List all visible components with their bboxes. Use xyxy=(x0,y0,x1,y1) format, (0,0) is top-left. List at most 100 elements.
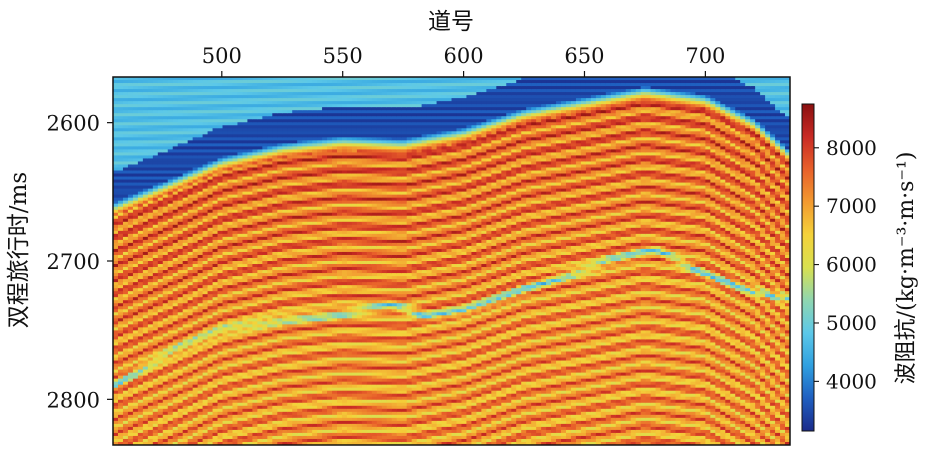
heatmap-cell xyxy=(232,321,239,325)
heatmap-cell xyxy=(257,303,263,307)
heatmap-cell xyxy=(292,375,298,380)
heatmap-cell xyxy=(202,375,209,380)
heatmap-cell xyxy=(272,122,278,126)
heatmap-cell xyxy=(312,122,318,126)
heatmap-cell xyxy=(207,194,214,199)
heatmap-cell xyxy=(182,333,189,338)
heatmap-cell xyxy=(217,432,224,437)
heatmap-cell xyxy=(287,122,293,126)
heatmap-cell xyxy=(272,288,278,292)
heatmap-cell xyxy=(177,257,184,262)
heatmap-cell xyxy=(242,384,249,389)
heatmap-cell xyxy=(277,191,283,196)
heatmap-cell xyxy=(217,390,224,395)
heatmap-cell xyxy=(117,242,124,247)
heatmap-cell xyxy=(142,242,149,247)
heatmap-cell xyxy=(242,330,249,334)
heatmap-cell xyxy=(182,140,189,144)
heatmap-cell xyxy=(172,155,179,160)
heatmap-cell xyxy=(192,438,199,443)
heatmap-cell xyxy=(147,194,154,199)
heatmap-cell xyxy=(157,245,164,250)
heatmap-cell xyxy=(247,215,253,220)
heatmap-cell xyxy=(227,110,234,114)
heatmap-cell xyxy=(162,131,169,135)
heatmap-cell xyxy=(232,197,239,202)
heatmap-cell xyxy=(212,276,219,280)
heatmap-cell xyxy=(117,285,124,289)
heatmap-cell xyxy=(127,212,134,217)
heatmap-cell xyxy=(113,351,119,356)
heatmap-cell xyxy=(147,321,154,325)
heatmap-cell xyxy=(242,167,249,172)
heatmap-cell xyxy=(162,77,169,81)
heatmap-cell xyxy=(157,215,164,220)
heatmap-cell xyxy=(192,369,199,374)
heatmap-cell xyxy=(237,432,244,437)
heatmap-cell xyxy=(242,182,249,187)
heatmap-cell xyxy=(302,324,308,328)
heatmap-cell xyxy=(162,354,169,359)
heatmap-cell xyxy=(212,131,219,135)
heatmap-cell xyxy=(207,83,214,87)
heatmap-cell xyxy=(242,239,249,244)
heatmap-cell xyxy=(257,233,263,238)
heatmap-cell xyxy=(202,390,209,395)
heatmap-cell xyxy=(117,173,124,178)
heatmap-cell xyxy=(252,345,258,350)
heatmap-cell xyxy=(307,402,313,407)
heatmap-cell xyxy=(242,312,249,316)
heatmap-cell xyxy=(177,215,184,220)
heatmap-cell xyxy=(252,104,258,108)
heatmap-cell xyxy=(272,98,278,102)
heatmap-cell xyxy=(217,285,224,289)
heatmap-cell xyxy=(117,330,124,334)
heatmap-cell xyxy=(132,387,139,392)
heatmap-cell xyxy=(252,191,258,196)
heatmap-cell xyxy=(157,119,164,123)
heatmap-cell xyxy=(132,396,139,401)
heatmap-cell xyxy=(287,254,293,259)
heatmap-cell xyxy=(307,164,313,169)
heatmap-cell xyxy=(113,167,119,172)
heatmap-cell xyxy=(287,426,293,431)
heatmap-cell xyxy=(222,191,229,196)
heatmap-cell xyxy=(272,408,278,413)
heatmap-cell xyxy=(157,369,164,374)
heatmap-cell xyxy=(127,209,134,214)
heatmap-cell xyxy=(272,411,278,416)
heatmap-cell xyxy=(312,158,318,163)
heatmap-cell xyxy=(232,179,239,184)
heatmap-cell xyxy=(222,125,229,129)
heatmap-cell xyxy=(162,387,169,392)
heatmap-cell xyxy=(292,221,298,226)
heatmap-cell xyxy=(137,137,144,141)
heatmap-cell xyxy=(117,164,124,169)
heatmap-cell xyxy=(152,417,159,422)
heatmap-cell xyxy=(277,351,283,356)
heatmap-cell xyxy=(292,429,298,434)
heatmap-cell xyxy=(227,303,234,307)
heatmap-cell xyxy=(117,254,124,259)
heatmap-cell xyxy=(142,369,149,374)
heatmap-cell xyxy=(113,264,119,268)
heatmap-cell xyxy=(157,348,164,353)
heatmap-cell xyxy=(292,333,298,338)
heatmap-cell xyxy=(177,170,184,175)
heatmap-cell xyxy=(257,315,263,319)
heatmap-cell xyxy=(217,279,224,283)
heatmap-cell xyxy=(137,143,144,147)
heatmap-cell xyxy=(187,146,194,150)
heatmap-cell xyxy=(122,176,129,181)
heatmap-cell xyxy=(307,203,313,208)
heatmap-cell xyxy=(307,128,313,132)
heatmap-cell xyxy=(212,291,219,295)
heatmap-cell xyxy=(147,390,154,395)
heatmap-cell xyxy=(152,80,159,84)
heatmap-cell xyxy=(262,110,268,114)
heatmap-cell xyxy=(237,270,244,274)
heatmap-cell xyxy=(132,273,139,277)
heatmap-cell xyxy=(113,402,119,407)
heatmap-cell xyxy=(237,224,244,229)
heatmap-cell xyxy=(167,116,174,120)
